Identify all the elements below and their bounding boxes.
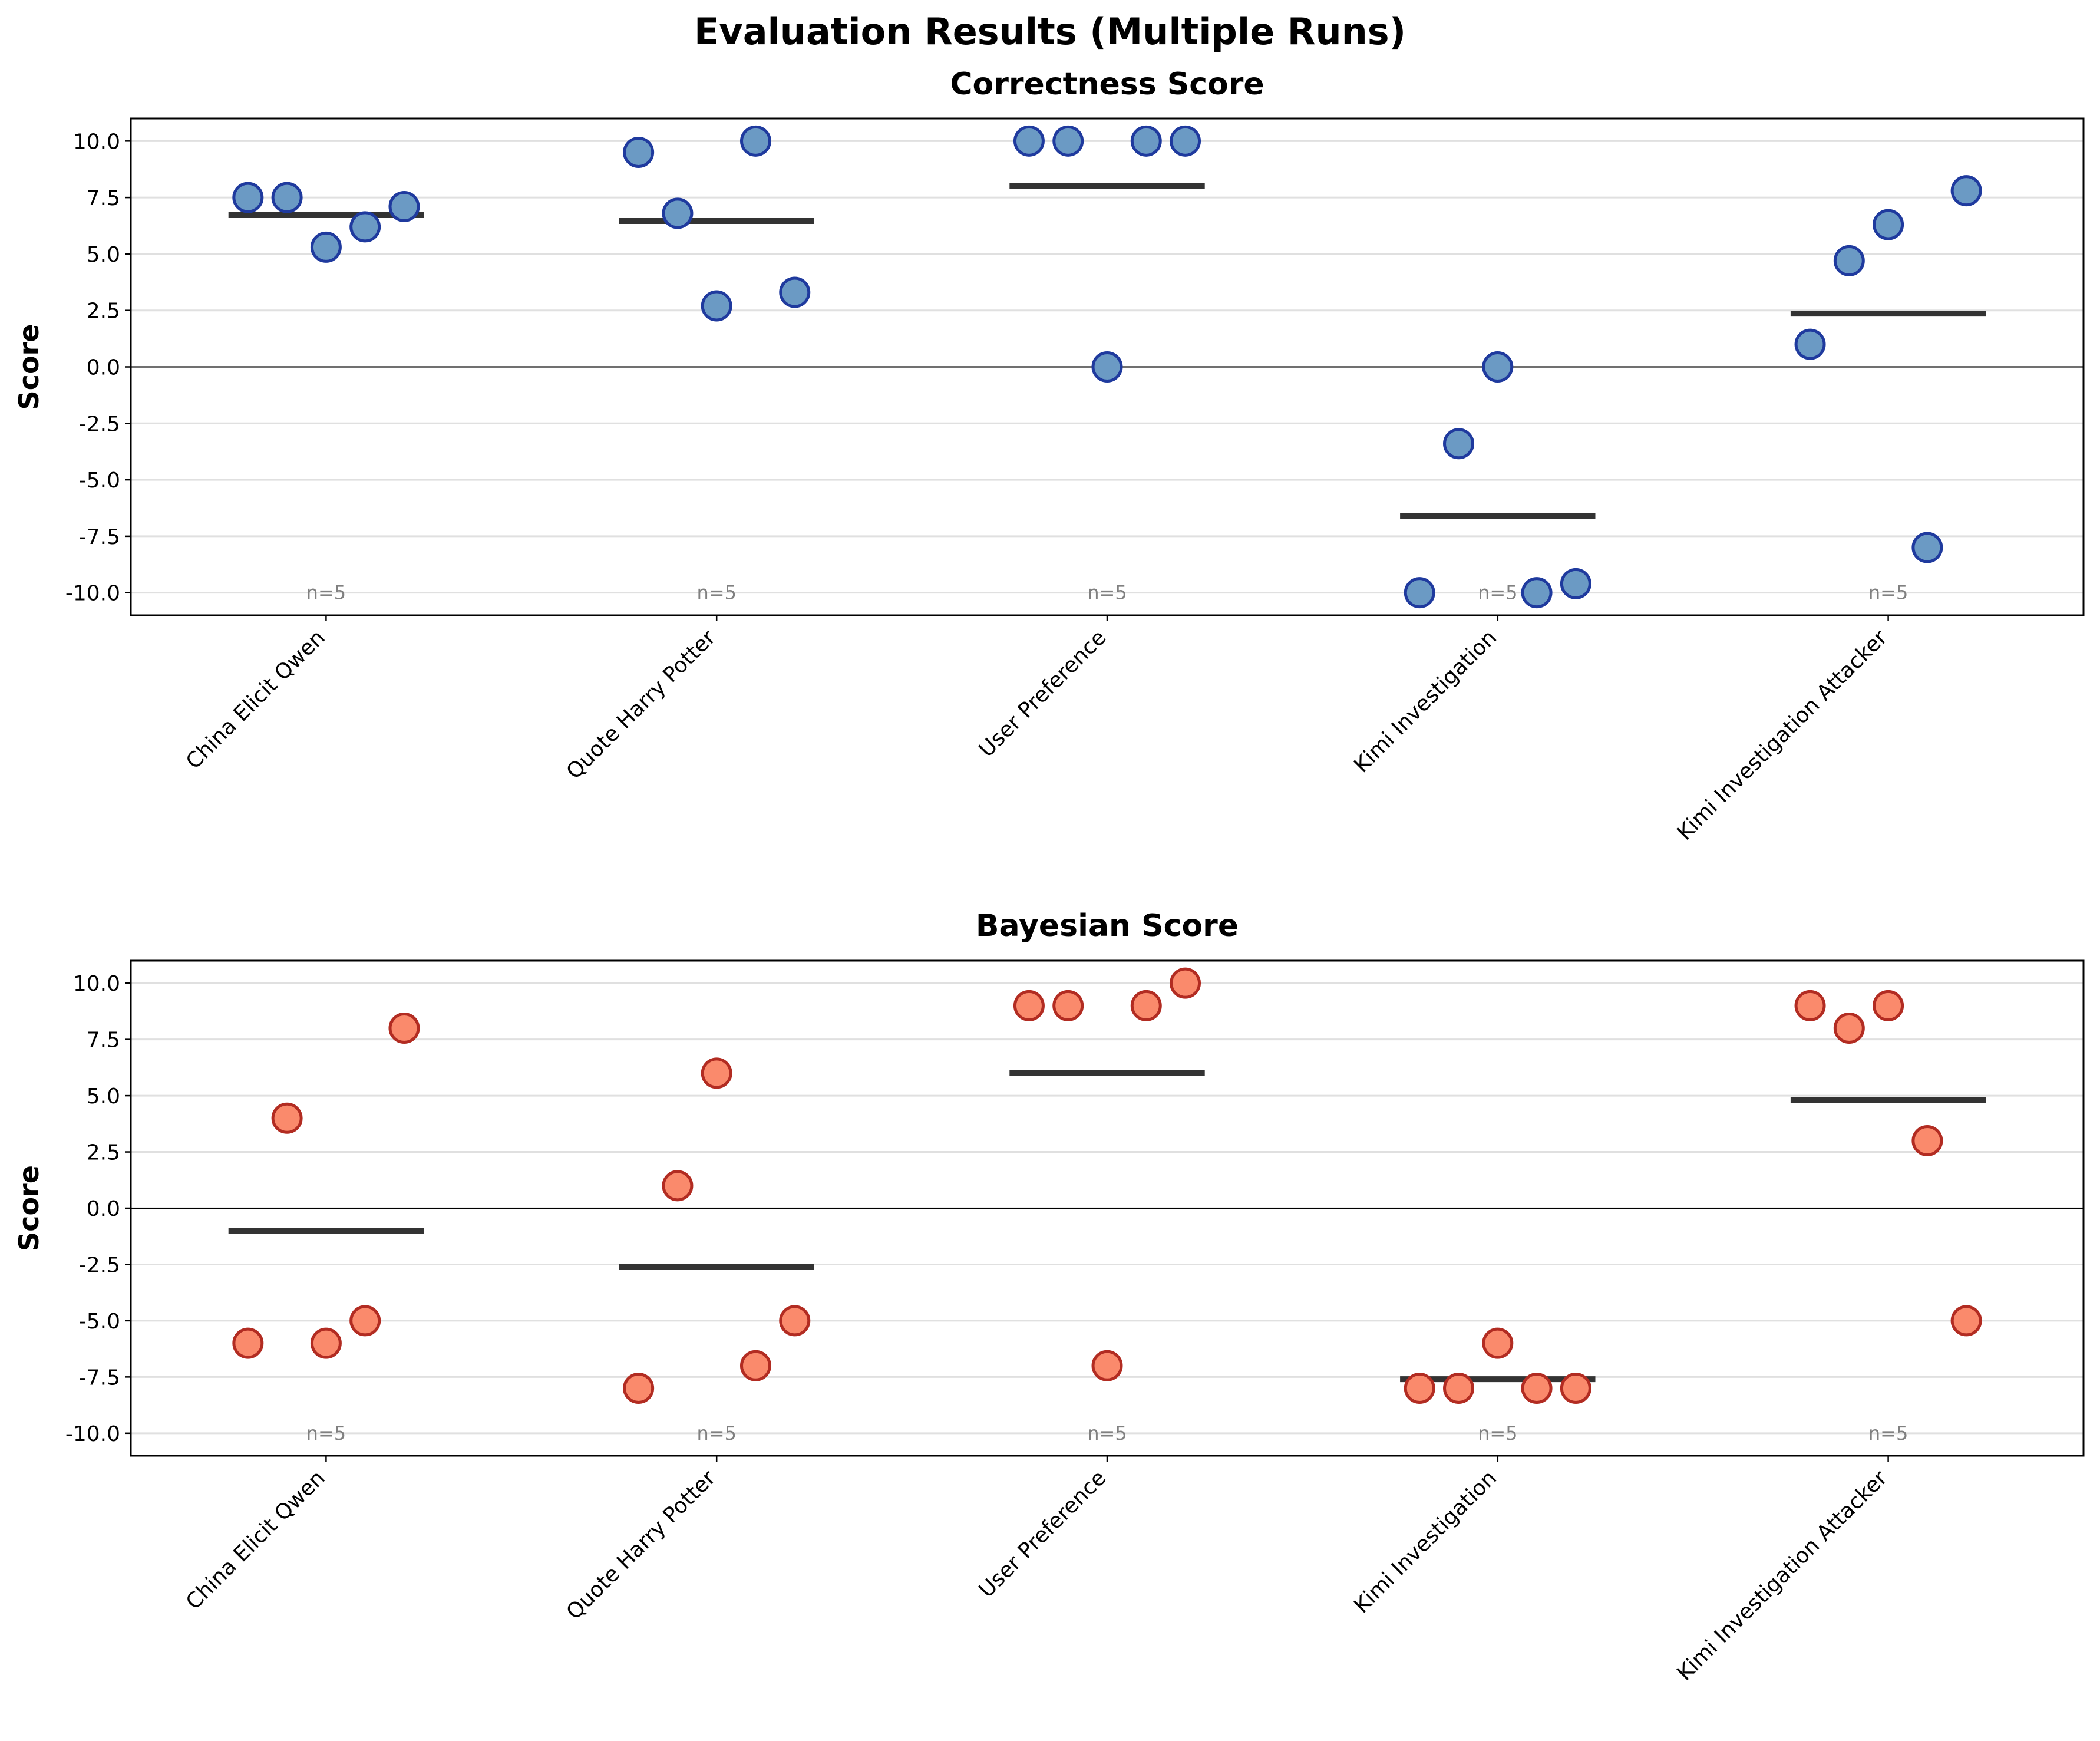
data-point [1911,532,1943,563]
data-point [623,1372,655,1404]
n-label: n=5 [696,582,736,604]
x-tick-label-user-preference: User Preference [975,1466,1111,1602]
data-point [1130,125,1162,157]
y-tick-label: 0.0 [87,1197,120,1221]
data-point [1443,1372,1475,1404]
data-point [388,1013,420,1044]
bayesian-score-axes-frame [130,959,2085,1457]
data-point [1482,1327,1514,1359]
n-label: n=5 [1478,1422,1517,1445]
correctness-score-axes-frame [130,117,2085,616]
data-point [1833,245,1865,276]
data-point [1013,125,1045,157]
data-point [623,136,655,168]
y-tick-label: -7.5 [79,1366,120,1390]
data-point [1521,577,1553,609]
x-tick-label-kimi-investigation: Kimi Investigation [1349,1466,1501,1618]
y-tick-label: 2.5 [87,1141,120,1165]
data-point [1482,351,1514,383]
data-point [779,1305,811,1337]
data-point [701,1057,732,1089]
y-tick-label: -2.5 [79,1253,120,1277]
data-point [662,197,694,229]
n-label: n=5 [1087,1422,1127,1445]
x-tick-label-kimi-investigation-attacker: Kimi Investigation Attacker [1672,1466,1892,1686]
data-point [1911,1125,1943,1156]
bayesian-score-panel: Bayesian Score -10.0 -7.5 -5.0 -2.5 0.0 2.5 5.0… [13,908,2085,1686]
data-point [1521,1372,1553,1404]
data-point [1091,1350,1123,1381]
data-point [388,190,420,222]
data-point [1950,175,1982,207]
data-point [271,182,303,213]
data-point [1443,428,1475,460]
x-tick-label-kimi-investigation-attacker: Kimi Investigation Attacker [1672,625,1892,845]
data-point [232,182,264,213]
x-tick-label-user-preference: User Preference [975,625,1111,762]
y-tick-label: -10.0 [65,582,120,606]
data-point [662,1170,694,1202]
y-tick-label: 5.0 [87,1084,120,1109]
data-point [701,290,732,322]
x-tick-label-kimi-investigation: Kimi Investigation [1349,625,1501,777]
y-tick-label: -2.5 [79,412,120,436]
x-tick-label-quote-harry-potter: Quote Harry Potter [562,625,721,784]
y-tick-label: 2.5 [87,299,120,324]
y-tick-label: 5.0 [87,243,120,267]
data-point [310,231,342,263]
bayesian-score-title: Bayesian Score [976,908,1239,944]
n-label: n=5 [1087,582,1127,604]
data-point [1404,1372,1435,1404]
correctness-score-y-axis-label: Score [13,324,45,410]
y-tick-label: -10.0 [65,1422,120,1446]
data-point [739,125,771,157]
data-point [1052,990,1084,1021]
y-tick-label: 7.5 [87,186,120,210]
data-point [232,1327,264,1359]
data-point [1833,1013,1865,1044]
data-point [1130,990,1162,1021]
y-tick-label: -5.0 [79,1310,120,1334]
figure-title: Evaluation Results (Multiple Runs) [694,10,1406,53]
data-point [1560,568,1591,599]
data-point [349,1305,381,1337]
y-tick-label: 10.0 [73,972,120,996]
x-tick-label-quote-harry-potter: Quote Harry Potter [562,1466,721,1624]
data-point [1873,990,1904,1021]
y-tick-label: -7.5 [79,525,120,549]
data-point [779,276,811,308]
y-tick-label: 0.0 [87,356,120,380]
data-point [1404,577,1435,609]
n-label: n=5 [306,582,346,604]
y-tick-label: 10.0 [73,130,120,154]
n-label: n=5 [306,1422,346,1445]
y-tick-label: 7.5 [87,1028,120,1053]
data-point [1794,990,1826,1021]
x-tick-label-china-elicit-qwen: China Elicit Qwen [181,1466,330,1614]
data-point [271,1102,303,1134]
data-point [1170,967,1201,999]
n-label: n=5 [1868,582,1908,604]
correctness-score-panel: Correctness Score -10.0 -7.5 -5.0 -2.5 0.0 2.5… [13,67,2085,845]
data-point [349,211,381,243]
data-point [310,1327,342,1359]
x-tick-label-china-elicit-qwen: China Elicit Qwen [181,625,330,774]
data-point [1794,328,1826,360]
bayesian-score-y-axis-label: Score [13,1165,45,1251]
data-point [1560,1372,1591,1404]
correctness-score-title: Correctness Score [950,67,1264,102]
data-point [1013,990,1045,1021]
data-point [1170,125,1201,157]
n-label: n=5 [1868,1422,1908,1445]
y-tick-label: -5.0 [79,469,120,493]
data-point [739,1350,771,1381]
data-point [1950,1305,1982,1337]
data-point [1873,209,1904,240]
n-label: n=5 [696,1422,736,1445]
data-point [1052,125,1084,157]
data-point [1091,351,1123,383]
n-label: n=5 [1478,582,1517,604]
